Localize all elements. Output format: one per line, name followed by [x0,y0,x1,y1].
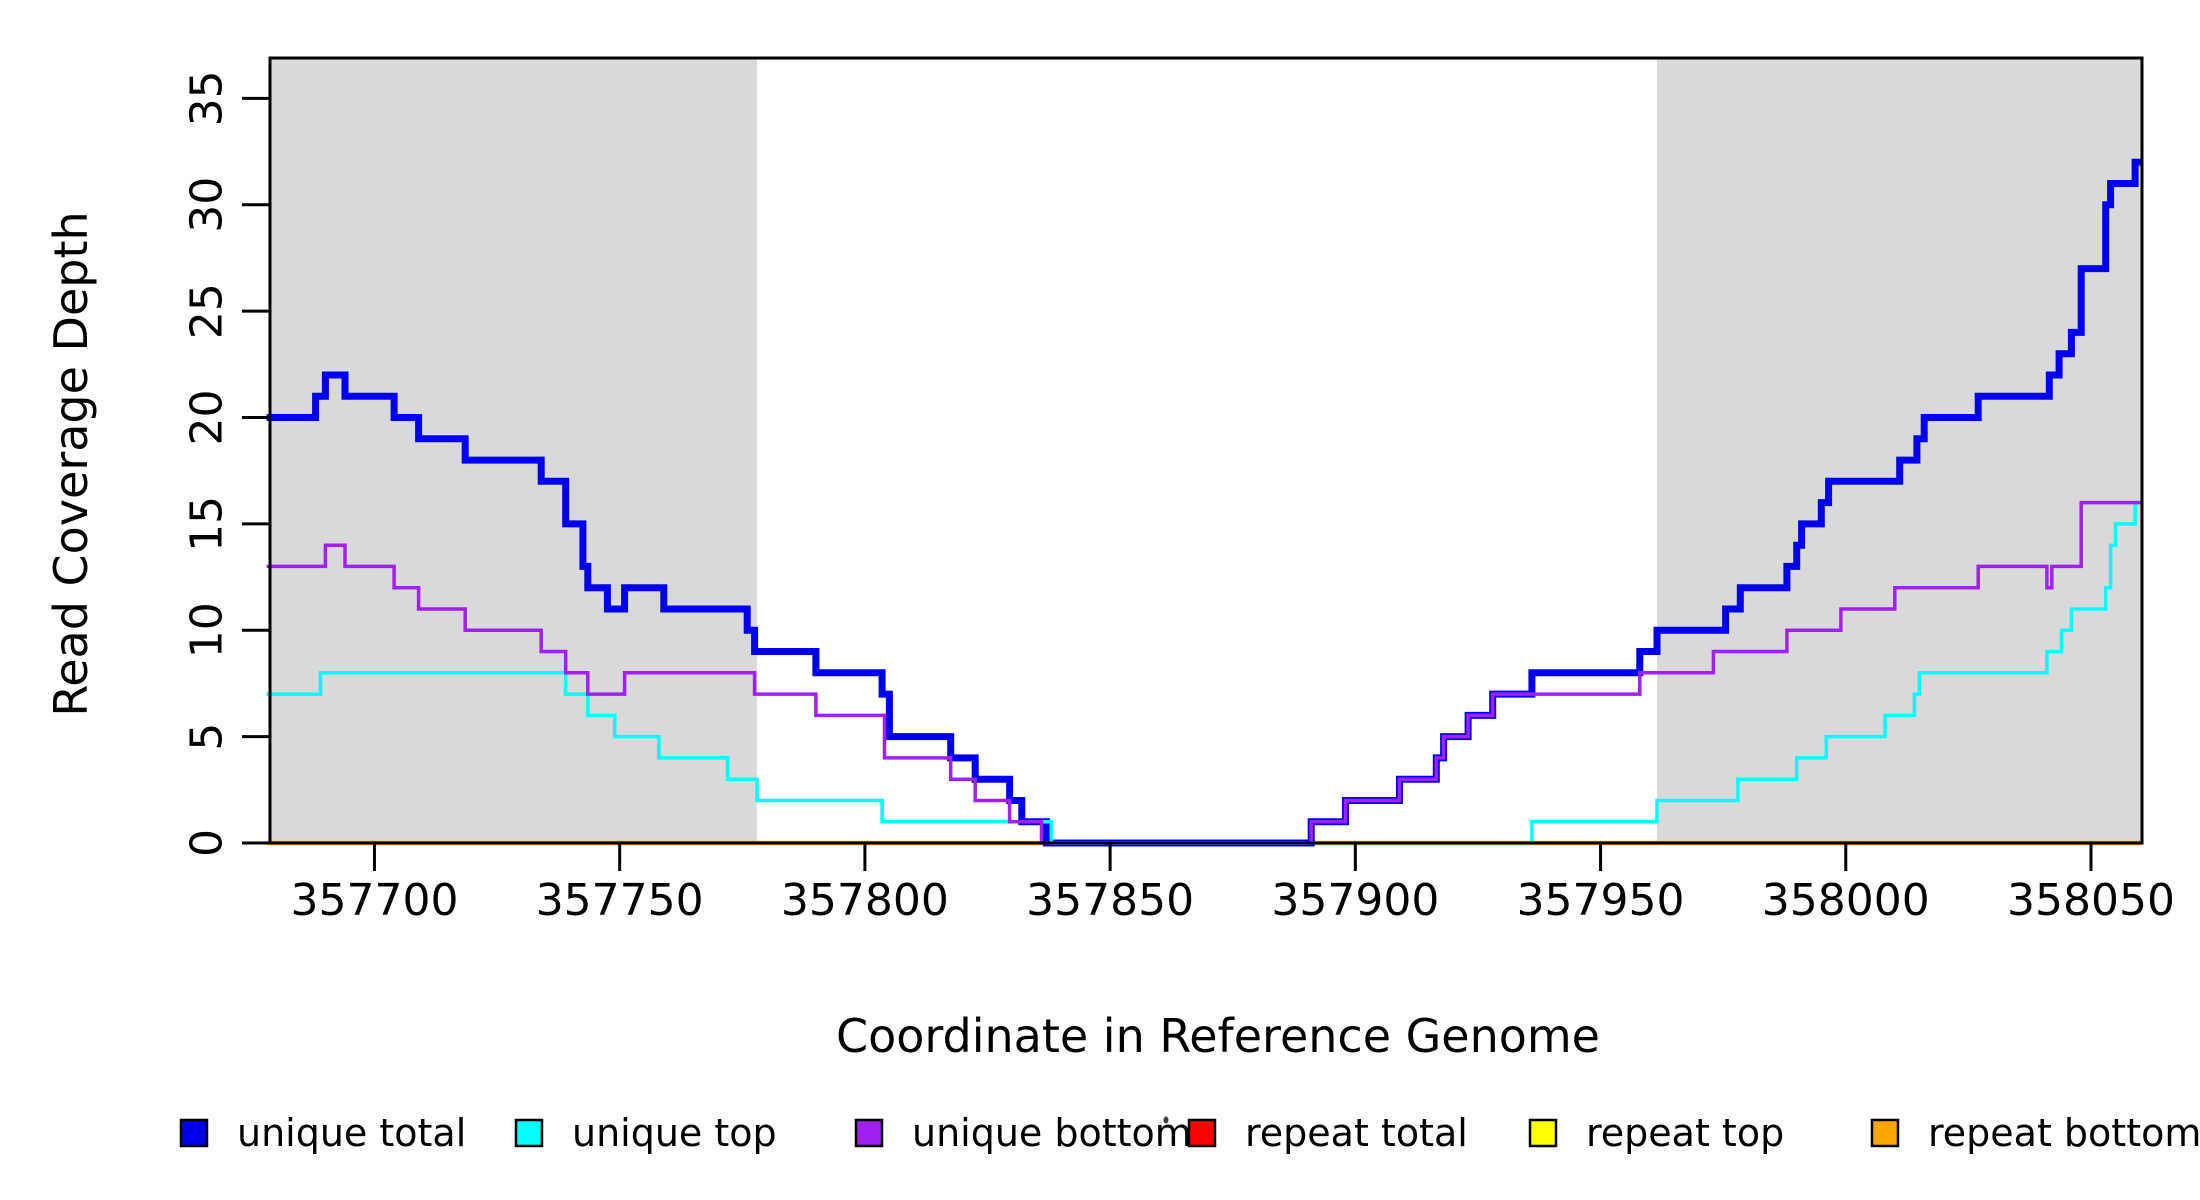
y-tick-label-20: 20 [182,390,233,446]
x-tick-label-357750: 357750 [536,875,704,926]
legend-item-unique-bottom: unique bottom [854,1111,1192,1155]
y-tick-label-5: 5 [182,723,233,751]
legend-item-repeat-total: repeat total [1187,1111,1468,1155]
x-tick-label-357900: 357900 [1271,875,1439,926]
series-unique-top [266,500,2142,845]
legend-item-unique-top: unique top [514,1111,777,1155]
legend-label-unique-top: unique top [572,1111,777,1155]
legend-swatch-unique-bottom [854,1118,884,1148]
y-tick-label-0: 0 [182,829,233,857]
legend-item-unique-total: unique total [179,1111,466,1155]
legend-label-unique-bottom: unique bottom [912,1111,1192,1155]
x-tick-label-357700: 357700 [290,875,458,926]
shaded-regions [270,58,2142,843]
legend-item-repeat-bottom: repeat bottom [1870,1111,2200,1155]
x-axis-title: Coordinate in Reference Genome [836,1009,1600,1063]
y-tick-label-25: 25 [182,283,233,339]
legend-label-repeat-bottom: repeat bottom [1928,1111,2200,1155]
stray-mark [1163,1116,1169,1124]
legend-swatch-repeat-bottom [1870,1118,1900,1148]
legend-label-repeat-total: repeat total [1245,1111,1468,1155]
plot-frame-and-axes: 357700 357750 357800 357850 357900 357950 3580… [182,56,2175,926]
legend-swatch-unique-top [514,1118,544,1148]
y-tick-label-10: 10 [182,602,233,658]
x-tick-label-358000: 358000 [1762,875,1930,926]
legend-label-repeat-top: repeat top [1586,1111,1784,1155]
y-axis-title: Read Coverage Depth [44,211,98,716]
shaded-region-0 [270,58,758,843]
y-tick-label-35: 35 [182,70,233,126]
y-tick-label-30: 30 [182,177,233,233]
legend-swatch-repeat-top [1528,1118,1558,1148]
x-tick-label-358050: 358050 [2007,875,2175,926]
legend-label-unique-total: unique total [237,1111,466,1155]
legend-swatch-unique-total [179,1118,209,1148]
legend-item-repeat-top: repeat top [1528,1111,1784,1155]
x-tick-label-357950: 357950 [1517,875,1685,926]
x-tick-label-357850: 357850 [1026,875,1194,926]
y-tick-label-15: 15 [182,496,233,552]
legend: unique total unique top unique bottom repea… [179,1111,2200,1155]
x-tick-label-357800: 357800 [781,875,949,926]
shaded-region-1 [1656,58,2142,843]
plot-box [268,56,2144,845]
legend-swatch-repeat-total [1187,1118,1217,1148]
